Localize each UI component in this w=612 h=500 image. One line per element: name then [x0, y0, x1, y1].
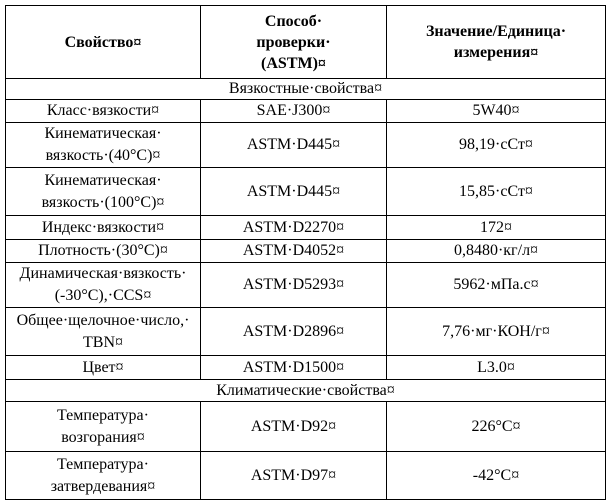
cell-text: (ASTM)¤	[261, 54, 326, 72]
cell: ASTM·D2270¤	[200, 215, 387, 240]
data-row: Кинематическая· вязкость·(40°C)¤ ASTM·D445…	[5, 122, 606, 168]
header-row: Свойство¤ Способ· проверки· (ASTM)¤ Значение…	[5, 5, 606, 79]
data-row: Общее·щелочное·число,· TBN¤ ASTM·D2896¤ 7,7…	[5, 307, 606, 356]
section-row: Климатические·свойства¤	[5, 379, 606, 402]
cell: Температура· затвердевания¤	[5, 451, 201, 500]
cell-text: L3.0¤	[477, 358, 515, 376]
cell: 7,76·мг·КОН/г¤	[386, 307, 606, 356]
header-cell: Способ· проверки· (ASTM)¤	[200, 5, 387, 79]
cell-text: ASTM·D92¤	[250, 417, 337, 435]
cell-text: 98,19·сСт¤	[459, 136, 533, 153]
cell-text: Динамическая·вязкость·	[19, 265, 187, 282]
cell-text: Температура·	[57, 455, 149, 473]
cell-text: Свойство¤	[64, 33, 142, 51]
data-row: Динамическая·вязкость· (-30°C),·CCS¤ ASTM·…	[5, 262, 606, 308]
cell-text: ASTM·D1500¤	[242, 358, 345, 376]
cell-text: 5962·мПа.с¤	[453, 276, 539, 293]
section-title: Климатические·свойства¤	[216, 381, 395, 399]
header-cell: Свойство¤	[5, 5, 201, 79]
cell-text: ASTM·D445¤	[246, 136, 341, 153]
cell-text: -42°C¤	[472, 466, 520, 484]
cell: ASTM·D92¤	[200, 401, 387, 452]
section-cell: Вязкостные·свойства¤	[5, 78, 606, 100]
data-row: Плотность·(30°C)¤ ASTM·D4052¤ 0,8480·кг/л¤	[5, 239, 606, 263]
data-row: Индекс·вязкости¤ ASTM·D2270¤ 172¤	[5, 215, 606, 240]
cell-text: TBN¤	[83, 333, 123, 351]
cell: 226°C¤	[386, 401, 606, 452]
cell-text: Класс·вязкости¤	[46, 102, 160, 119]
cell: ASTM·D1500¤	[200, 355, 387, 380]
cell: Кинематическая· вязкость·(40°C)¤	[5, 122, 201, 168]
cell: L3.0¤	[386, 355, 606, 380]
cell: SAE·J300¤	[200, 99, 387, 123]
cell-text: Температура·	[57, 406, 149, 424]
section-cell: Климатические·свойства¤	[5, 379, 606, 402]
cell-text: 15,85·сСт¤	[459, 182, 533, 200]
cell-text: ASTM·D2270¤	[242, 218, 345, 236]
cell: Общее·щелочное·число,· TBN¤	[5, 307, 201, 356]
cell-text: Общее·щелочное·число,·	[16, 311, 190, 329]
cell-text: Способ·	[264, 12, 323, 30]
cell: 98,19·сСт¤	[386, 122, 606, 168]
cell-text: SAE·J300¤	[256, 102, 331, 119]
cell: Класс·вязкости¤	[5, 99, 201, 123]
header-cell: Значение/Единица· измерения¤	[386, 5, 606, 79]
cell: -42°C¤	[386, 451, 606, 500]
cell: Цвет¤	[5, 355, 201, 380]
cell-text: ASTM·D4052¤	[242, 242, 345, 259]
section-title: Вязкостные·свойства¤	[228, 80, 383, 97]
cell-text: проверки·	[256, 33, 331, 51]
cell: ASTM·D4052¤	[200, 239, 387, 263]
data-row: Кинематическая· вязкость·(100°C)¤ ASTM·D44…	[5, 167, 606, 216]
cell-text: ASTM·D97¤	[250, 466, 337, 484]
cell-text: Значение/Единица·	[425, 23, 567, 40]
cell: ASTM·D5293¤	[200, 262, 387, 308]
cell: 5W40¤	[386, 99, 606, 123]
properties-table: Свойство¤ Способ· проверки· (ASTM)¤ Значение…	[5, 5, 606, 500]
cell-text: 226°C¤	[471, 417, 521, 435]
cell: ASTM·D2896¤	[200, 307, 387, 356]
cell-text: 0,8480·кг/л¤	[453, 242, 539, 259]
cell: ASTM·D97¤	[200, 451, 387, 500]
cell-text: 172¤	[480, 218, 512, 236]
data-row: Температура· затвердевания¤ ASTM·D97¤ -42°C…	[5, 451, 606, 500]
cell-text: затвердевания¤	[50, 477, 156, 495]
data-row: Класс·вязкости¤ SAE·J300¤ 5W40¤	[5, 99, 606, 123]
cell-text: измерения¤	[453, 44, 539, 61]
cell-text: (-30°C),·CCS¤	[54, 287, 152, 304]
data-row: Температура· возгорания¤ ASTM·D92¤ 226°C¤	[5, 401, 606, 452]
cell-text: вязкость·(40°C)¤	[45, 147, 161, 164]
cell-text: ASTM·D2896¤	[242, 322, 345, 340]
cell-text: Цвет¤	[82, 358, 124, 376]
section-row: Вязкостные·свойства¤	[5, 78, 606, 100]
cell-text: Кинематическая·	[44, 171, 162, 189]
cell-text: Индекс·вязкости¤	[41, 218, 165, 236]
cell-text: 7,76·мг·КОН/г¤	[442, 322, 550, 340]
cell-text: ASTM·D445¤	[246, 182, 341, 200]
cell: ASTM·D445¤	[200, 167, 387, 216]
cell: Кинематическая· вязкость·(100°C)¤	[5, 167, 201, 216]
cell: 172¤	[386, 215, 606, 240]
cell: Температура· возгорания¤	[5, 401, 201, 452]
cell: Динамическая·вязкость· (-30°C),·CCS¤	[5, 262, 201, 308]
cell: Индекс·вязкости¤	[5, 215, 201, 240]
cell: ASTM·D445¤	[200, 122, 387, 168]
cell-text: вязкость·(100°C)¤	[41, 193, 165, 211]
cell-text: ASTM·D5293¤	[242, 276, 345, 293]
cell: 0,8480·кг/л¤	[386, 239, 606, 263]
cell-text: 5W40¤	[472, 102, 520, 119]
cell-text: Плотность·(30°C)¤	[38, 242, 168, 259]
cell: Плотность·(30°C)¤	[5, 239, 201, 263]
data-row: Цвет¤ ASTM·D1500¤ L3.0¤	[5, 355, 606, 380]
cell: 15,85·сСт¤	[386, 167, 606, 216]
cell-text: возгорания¤	[61, 428, 145, 446]
cell: 5962·мПа.с¤	[386, 262, 606, 308]
cell-text: Кинематическая·	[44, 125, 162, 142]
